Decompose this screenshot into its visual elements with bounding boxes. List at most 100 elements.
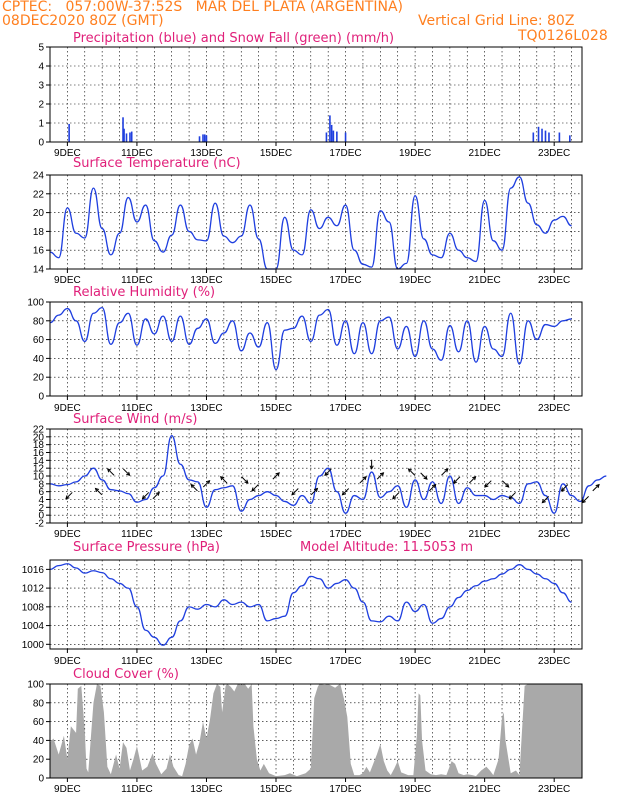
y-tick-label: 4: [38, 62, 44, 73]
x-tick-label: 15DEC: [260, 656, 292, 667]
y-tick-label: 3: [38, 81, 44, 92]
precip-bar: [537, 126, 540, 142]
x-tick-label: 19DEC: [399, 275, 431, 286]
wind-arrow: [592, 484, 600, 492]
precip-bar: [122, 117, 124, 142]
wind-arrow-head: [581, 499, 586, 504]
x-tick-label: 9DEC: [54, 784, 81, 795]
panel-title-0: Precipitation (blue) and Snow Fall (gree…: [73, 31, 394, 46]
y-tick-label: -2: [35, 519, 44, 530]
y-tick-label: 40: [33, 736, 45, 747]
panel-title-5: Cloud Cover (%): [73, 667, 179, 682]
x-tick-label: 21DEC: [469, 784, 501, 795]
wind-arrow-head: [423, 475, 428, 480]
y-tick-label: 100: [27, 298, 44, 309]
precip-bar: [336, 131, 338, 142]
y-tick-label: 1000: [22, 640, 45, 651]
wind-arrow-head: [141, 495, 146, 500]
x-tick-label: 19DEC: [399, 148, 431, 159]
x-tick-label: 19DEC: [399, 529, 431, 540]
panel-title-1: Surface Temperature (nC): [73, 156, 241, 171]
precip-bar: [203, 134, 206, 142]
y-tick-label: 14: [33, 456, 45, 467]
wind-arrow-head: [362, 476, 367, 481]
wind-arrow: [561, 484, 569, 492]
y-tick-label: 22: [33, 189, 45, 200]
wind-arrow-head: [452, 479, 458, 484]
series-line-2: [49, 306, 572, 371]
wind-arrow-head: [206, 479, 211, 485]
wind-arrow-head: [407, 468, 412, 473]
precip-bar: [129, 132, 131, 142]
model-code: TQ0126L028: [518, 28, 608, 44]
wind-arrow: [408, 468, 416, 476]
y-tick-label: 0: [38, 511, 44, 522]
x-tick-label: 13DEC: [190, 148, 222, 159]
wind-arrow-head: [432, 483, 437, 489]
precip-bar: [332, 130, 335, 142]
panel-frame-4: [49, 559, 583, 650]
y-tick-label: 18: [33, 227, 45, 238]
wind-arrow: [453, 476, 461, 484]
wind-arrow-head: [560, 487, 565, 492]
precip-bar: [344, 132, 347, 142]
y-tick-label: 5: [38, 43, 44, 54]
panel-frame-2: [49, 301, 583, 397]
y-tick-label: 20: [33, 432, 45, 443]
y-tick-label: 16: [33, 448, 45, 459]
precip-bar: [548, 132, 550, 142]
wind-arrow: [359, 476, 367, 484]
x-tick-label: 23DEC: [538, 529, 570, 540]
wind-arrow: [142, 492, 150, 500]
wind-arrow-head: [444, 468, 449, 473]
precip-bar: [329, 115, 331, 142]
header-line-1: CPTEC: 057:00W-37:52S MAR DEL PLATA (ARG…: [2, 0, 404, 15]
wind-arrow: [376, 472, 384, 480]
wind-arrow: [468, 476, 476, 484]
wind-arrow: [107, 468, 115, 476]
y-tick-label: 22: [33, 425, 45, 436]
y-tick-label: 60: [33, 717, 45, 728]
wind-arrow-head: [508, 495, 513, 500]
x-tick-label: 23DEC: [538, 403, 570, 414]
x-tick-label: 21DEC: [469, 403, 501, 414]
x-tick-label: 15DEC: [260, 784, 292, 795]
wind-arrow: [152, 492, 160, 500]
x-tick-label: 15DEC: [260, 148, 292, 159]
x-tick-label: 17DEC: [329, 275, 361, 286]
precip-bar: [558, 132, 561, 142]
precip-bar: [325, 132, 328, 142]
y-tick-label: 18: [33, 440, 45, 451]
y-tick-label: 4: [38, 495, 44, 506]
wind-arrow-head: [369, 465, 374, 470]
series-line-4: [49, 563, 572, 646]
panel-frame-3: [49, 428, 583, 524]
series-line-3: [49, 435, 607, 514]
x-tick-label: 21DEC: [469, 656, 501, 667]
wind-arrow-head: [505, 483, 510, 488]
wind-arrow-head: [291, 491, 296, 496]
x-tick-label: 13DEC: [190, 403, 222, 414]
y-tick-label: 24: [33, 171, 45, 182]
precip-bar: [541, 128, 543, 142]
wind-arrow: [392, 492, 400, 500]
wind-arrow: [541, 495, 549, 504]
x-tick-label: 23DEC: [538, 656, 570, 667]
y-tick-label: 10: [33, 472, 45, 483]
x-tick-label: 11DEC: [121, 275, 153, 286]
y-tick-label: 80: [33, 698, 45, 709]
x-tick-label: 17DEC: [329, 529, 361, 540]
wind-arrow-head: [251, 487, 256, 492]
x-tick-label: 13DEC: [190, 656, 222, 667]
wind-arrow: [342, 488, 350, 496]
y-tick-label: 14: [33, 265, 45, 276]
y-tick-label: 20: [33, 755, 45, 766]
y-tick-label: 1012: [22, 584, 45, 595]
x-tick-label: 21DEC: [469, 529, 501, 540]
cloud-cover-area: [50, 684, 582, 778]
panel-title-3: Surface Wind (m/s): [73, 412, 197, 427]
precip-bar: [202, 134, 204, 142]
wind-arrow: [420, 472, 428, 480]
x-tick-label: 15DEC: [260, 403, 292, 414]
